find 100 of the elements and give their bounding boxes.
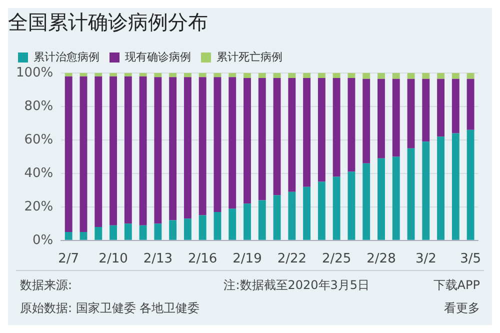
bar [214, 77, 222, 212]
bar [466, 78, 474, 130]
bar [466, 73, 474, 79]
bar [139, 76, 147, 226]
bar [318, 73, 326, 78]
y-tick-label: 60% [24, 132, 54, 148]
bar [198, 77, 206, 216]
legend-label: 累计治愈病例 [34, 50, 100, 64]
bar [80, 73, 88, 76]
x-tick-label: 2/16 [188, 252, 218, 267]
bar [407, 148, 415, 240]
bar [437, 136, 445, 240]
bar [378, 158, 385, 240]
bar [332, 176, 340, 240]
bar [332, 73, 340, 78]
y-tick-label: 100% [16, 65, 54, 80]
bar [452, 73, 460, 79]
x-tick-label: 3/5 [460, 252, 482, 267]
bar [80, 76, 88, 232]
bar [332, 78, 340, 177]
bar [184, 77, 192, 219]
bar [64, 73, 72, 76]
x-tick-label: 2/28 [366, 252, 396, 267]
bar [110, 76, 117, 226]
bar [422, 142, 430, 240]
bar [407, 73, 415, 79]
x-tick-label: 2/7 [58, 252, 80, 267]
bar [318, 78, 326, 182]
bar [452, 133, 460, 240]
bar [288, 78, 296, 192]
x-tick-label: 2/25 [322, 252, 352, 267]
bar [124, 76, 132, 224]
bar [124, 73, 132, 76]
bar [422, 78, 430, 142]
bar [184, 218, 192, 240]
bar [288, 192, 296, 240]
y-tick-label: 0% [32, 232, 54, 248]
bar [288, 73, 296, 78]
x-tick-label: 3/2 [415, 252, 436, 267]
bar [244, 78, 251, 204]
bar [273, 78, 281, 196]
bar [437, 73, 445, 79]
legend-label: 累计死亡病例 [216, 50, 282, 64]
bar [392, 156, 400, 240]
bar [378, 78, 385, 158]
bar [80, 232, 88, 240]
bar [258, 78, 266, 200]
bar [244, 73, 251, 78]
x-tick-label: 2/10 [98, 252, 128, 267]
bar [362, 73, 370, 79]
bar [378, 73, 385, 79]
bar [303, 186, 311, 240]
x-tick-label: 2/19 [232, 252, 262, 267]
bar [407, 78, 415, 148]
bar [258, 73, 266, 78]
y-tick-label: 80% [24, 98, 54, 114]
bar [198, 215, 206, 240]
bar [154, 77, 162, 224]
text: 看更多 [444, 300, 480, 317]
bar [273, 73, 281, 78]
bar [244, 204, 251, 240]
bar [362, 163, 370, 240]
bar [303, 73, 311, 78]
bar [392, 78, 400, 157]
bar [348, 172, 356, 240]
bar [124, 224, 132, 240]
bar [392, 73, 400, 79]
bar [139, 225, 147, 240]
text: 原始数据: 国家卫健委 各地卫健委 [20, 300, 201, 317]
bar [110, 225, 117, 240]
bar [64, 232, 72, 240]
bar [214, 212, 222, 240]
bar [64, 76, 72, 232]
bar [198, 73, 206, 78]
bar [228, 73, 236, 78]
bar [318, 182, 326, 240]
chart-title: 全国累计确诊病例分布 [8, 10, 208, 34]
legend-label: 现有确诊病例 [125, 50, 191, 64]
bar [228, 208, 236, 240]
bar [139, 73, 147, 76]
source-note: 数据来源: [20, 277, 74, 294]
bar [154, 224, 162, 240]
y-tick-label: 40% [24, 166, 54, 181]
bar [362, 78, 370, 164]
x-tick-label: 2/22 [277, 252, 307, 267]
text: 注:数据截至2020年3月5日 [224, 277, 370, 294]
bar [94, 76, 102, 228]
bar [273, 195, 281, 240]
bar [169, 77, 177, 220]
x-tick-label: 2/13 [143, 252, 173, 267]
bar [258, 200, 266, 240]
bar [110, 73, 117, 76]
bar [94, 227, 102, 240]
bar [94, 73, 102, 76]
bar [228, 77, 236, 209]
bar [169, 220, 177, 240]
bar [348, 73, 356, 78]
bar [437, 78, 445, 137]
bar [214, 73, 222, 78]
y-tick-label: 20% [24, 199, 54, 214]
